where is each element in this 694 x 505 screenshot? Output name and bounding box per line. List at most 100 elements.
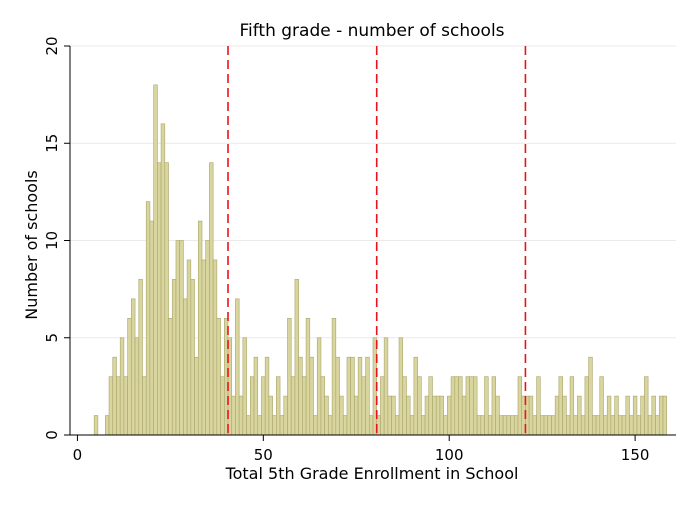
bar-134 [573,415,578,436]
bar-42 [231,395,236,436]
axes: 0 5 10 15 20 0 50 100 150 [43,36,676,464]
bar-113 [495,395,500,436]
bar-131 [562,395,567,436]
bar-8 [105,415,110,436]
bar-151 [636,415,641,436]
bar-88 [402,376,407,436]
reference-lines [227,46,527,435]
bar-59 [294,279,299,436]
bar-56 [283,395,288,436]
bar-61 [302,376,307,436]
y-tick-label-10: 10 [43,231,61,250]
bar-108 [476,415,482,436]
bar-129 [554,395,560,436]
bar-15 [131,298,136,436]
bar-71 [339,395,344,436]
bar-57 [287,317,292,436]
bar-63 [309,356,314,436]
bar-94 [424,395,430,436]
bar-127 [547,415,552,436]
bar-148 [625,395,630,436]
histogram-bars [93,84,668,436]
bar-67 [324,395,329,436]
y-tick-label-20: 20 [43,36,61,55]
bar-21 [153,84,158,436]
bar-138 [588,356,593,436]
bar-14 [127,317,132,436]
bar-43 [235,298,240,436]
bar-145 [614,395,619,436]
bar-93 [421,415,426,436]
bar-23 [160,123,166,436]
bar-75 [354,395,359,436]
bar-132 [566,415,571,436]
bar-16 [134,337,140,436]
x-axis-label: Total 5th Grade Enrollment in School [225,464,519,483]
bar-74 [350,356,355,436]
bar-153 [644,376,649,436]
bar-50 [261,376,266,436]
bar-106 [469,376,474,436]
bar-66 [320,376,325,436]
bar-147 [621,415,627,436]
bar-10 [112,356,117,436]
bar-62 [305,317,311,436]
bar-18 [142,376,147,436]
y-axis-label: Number of schools [22,170,41,320]
bar-9 [108,376,114,436]
bar-152 [640,395,645,436]
bar-102 [454,376,459,436]
bar-72 [342,415,348,436]
bar-13 [123,376,128,436]
bar-115 [502,415,508,436]
bar-112 [491,376,496,436]
bar-53 [272,415,277,436]
bar-150 [632,395,638,436]
bar-26 [171,279,177,436]
bar-83 [383,337,389,436]
bar-19 [145,201,151,436]
bar-155 [651,395,656,436]
bar-99 [443,415,448,436]
bar-17 [138,279,143,436]
bar-89 [406,395,411,436]
bar-54 [276,376,281,436]
bar-144 [610,415,615,436]
bar-156 [655,415,660,436]
bar-157 [658,395,664,436]
bar-141 [599,376,604,436]
bar-39 [220,376,225,436]
bar-30 [186,259,192,436]
bar-34 [201,259,206,436]
bar-90 [409,415,415,436]
bar-154 [647,415,653,436]
bar-128 [551,415,556,436]
bar-91 [413,356,418,436]
bar-85 [391,395,396,436]
bar-110 [484,376,489,436]
bar-140 [595,415,601,436]
bar-24 [164,162,169,436]
bar-46 [246,415,251,436]
bar-29 [183,298,188,436]
bar-70 [335,356,340,436]
bar-12 [119,337,125,436]
bar-64 [313,415,318,436]
bar-137 [584,376,589,436]
bar-146 [618,415,623,436]
bar-68 [328,415,333,436]
bar-65 [316,337,322,436]
bar-136 [580,415,586,436]
bar-48 [253,356,259,436]
bar-100 [447,395,452,436]
bar-22 [157,162,162,436]
bar-82 [380,376,385,436]
bar-123 [532,415,537,436]
bar-52 [268,395,273,436]
x-tick-label-150: 150 [621,446,650,464]
bar-86 [395,415,400,436]
bar-139 [592,415,597,436]
bar-118 [513,415,519,436]
bar-36 [209,162,214,436]
bar-95 [428,376,433,436]
